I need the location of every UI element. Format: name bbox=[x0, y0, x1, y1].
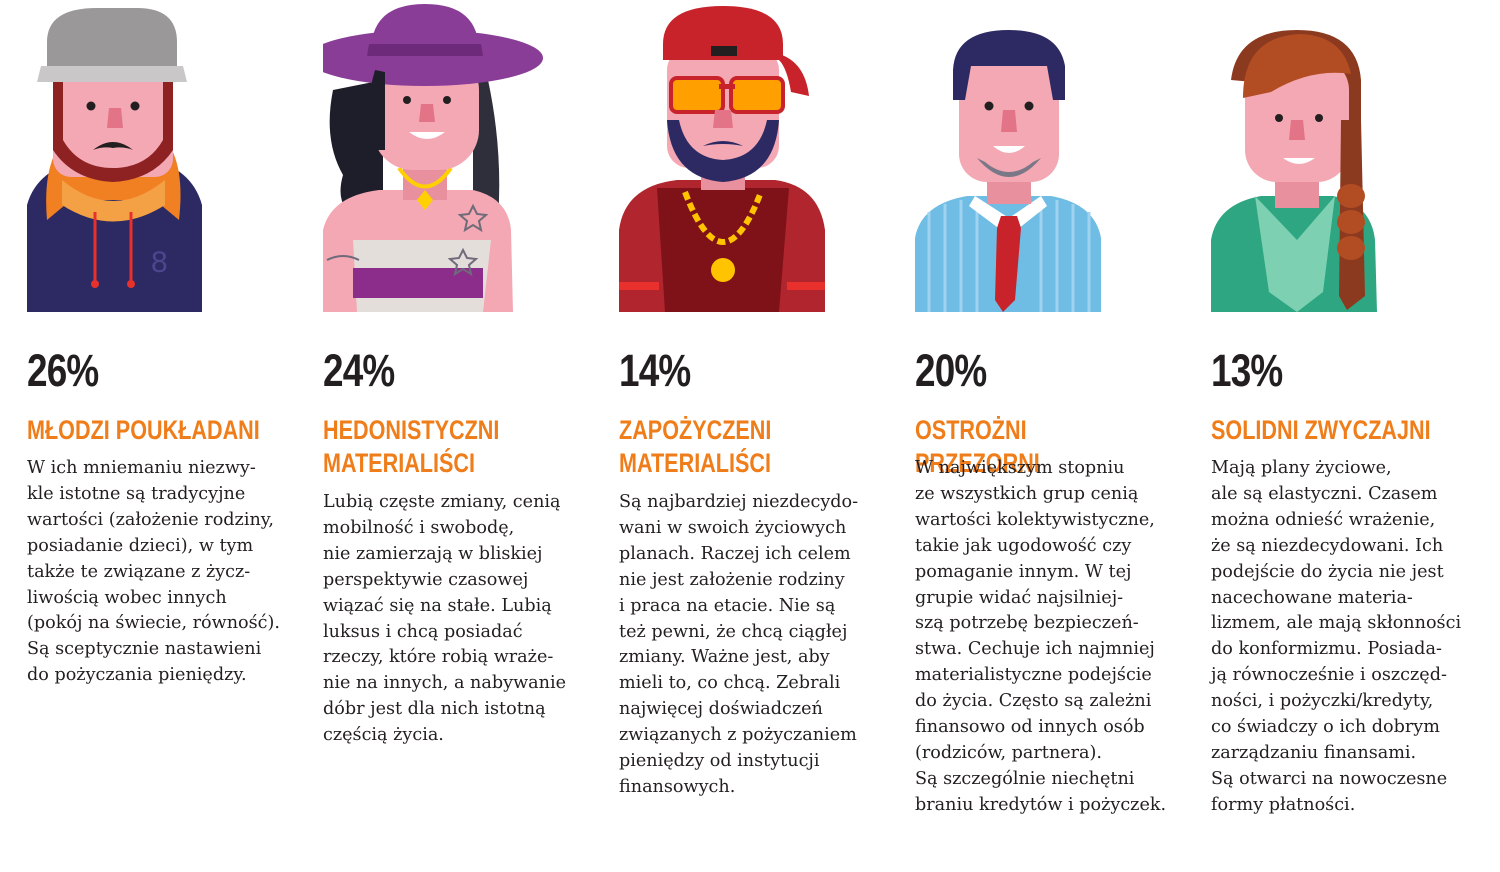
segment-percent: 20% bbox=[915, 345, 987, 396]
woman-purple-hat-icon bbox=[323, 0, 613, 315]
segment-percent: 13% bbox=[1211, 345, 1283, 396]
segment-description: Są najbardziej niezdecydo- wani w swoich… bbox=[619, 492, 859, 797]
segment-percent: 26% bbox=[27, 345, 99, 396]
segment-title: OSTROŻNI PRZEZORNI bbox=[915, 415, 1040, 478]
segment-description: Mają plany życiowe, ale są elastyczni. C… bbox=[1211, 458, 1462, 815]
segment-column: 24% HEDONISTYCZNI MATERIALIŚCI Lubią czę… bbox=[323, 0, 613, 872]
segment-percent: 14% bbox=[619, 345, 691, 396]
svg-text:8: 8 bbox=[151, 246, 168, 279]
woman-braid-green-jacket-icon bbox=[1211, 0, 1500, 315]
segment-column: 13% SOLIDNI ZWYCZAJNI Mają plany życiowe… bbox=[1211, 0, 1500, 872]
segment-title: ZAPOŻYCZENI MATERIALIŚCI bbox=[619, 415, 772, 478]
segment-percent: 24% bbox=[323, 345, 395, 396]
segment-title: MŁODZI POUKŁADANI bbox=[27, 415, 260, 445]
segment-description: W największym stopniu ze wszystkich grup… bbox=[915, 458, 1167, 815]
young-man-cap-hoodie-icon: 8 bbox=[27, 0, 317, 315]
segment-title: HEDONISTYCZNI MATERIALIŚCI bbox=[323, 415, 500, 478]
man-cap-sunglasses-chain-icon bbox=[619, 0, 909, 315]
segment-column: 8 26% MŁODZI POUKŁADANI W ich mniemaniu … bbox=[27, 0, 317, 872]
segment-description: Lubią częste zmiany, cenią mobilność i s… bbox=[323, 492, 566, 746]
man-shirt-tie-icon bbox=[915, 0, 1205, 315]
segment-description: W ich mniemaniu niezwy- kle istotne są t… bbox=[27, 458, 280, 686]
segment-column: 20% OSTROŻNI PRZEZORNI W największym sto… bbox=[915, 0, 1205, 872]
segment-column: 14% ZAPOŻYCZENI MATERIALIŚCI Są najbardz… bbox=[619, 0, 909, 872]
segment-title: SOLIDNI ZWYCZAJNI bbox=[1211, 415, 1431, 445]
